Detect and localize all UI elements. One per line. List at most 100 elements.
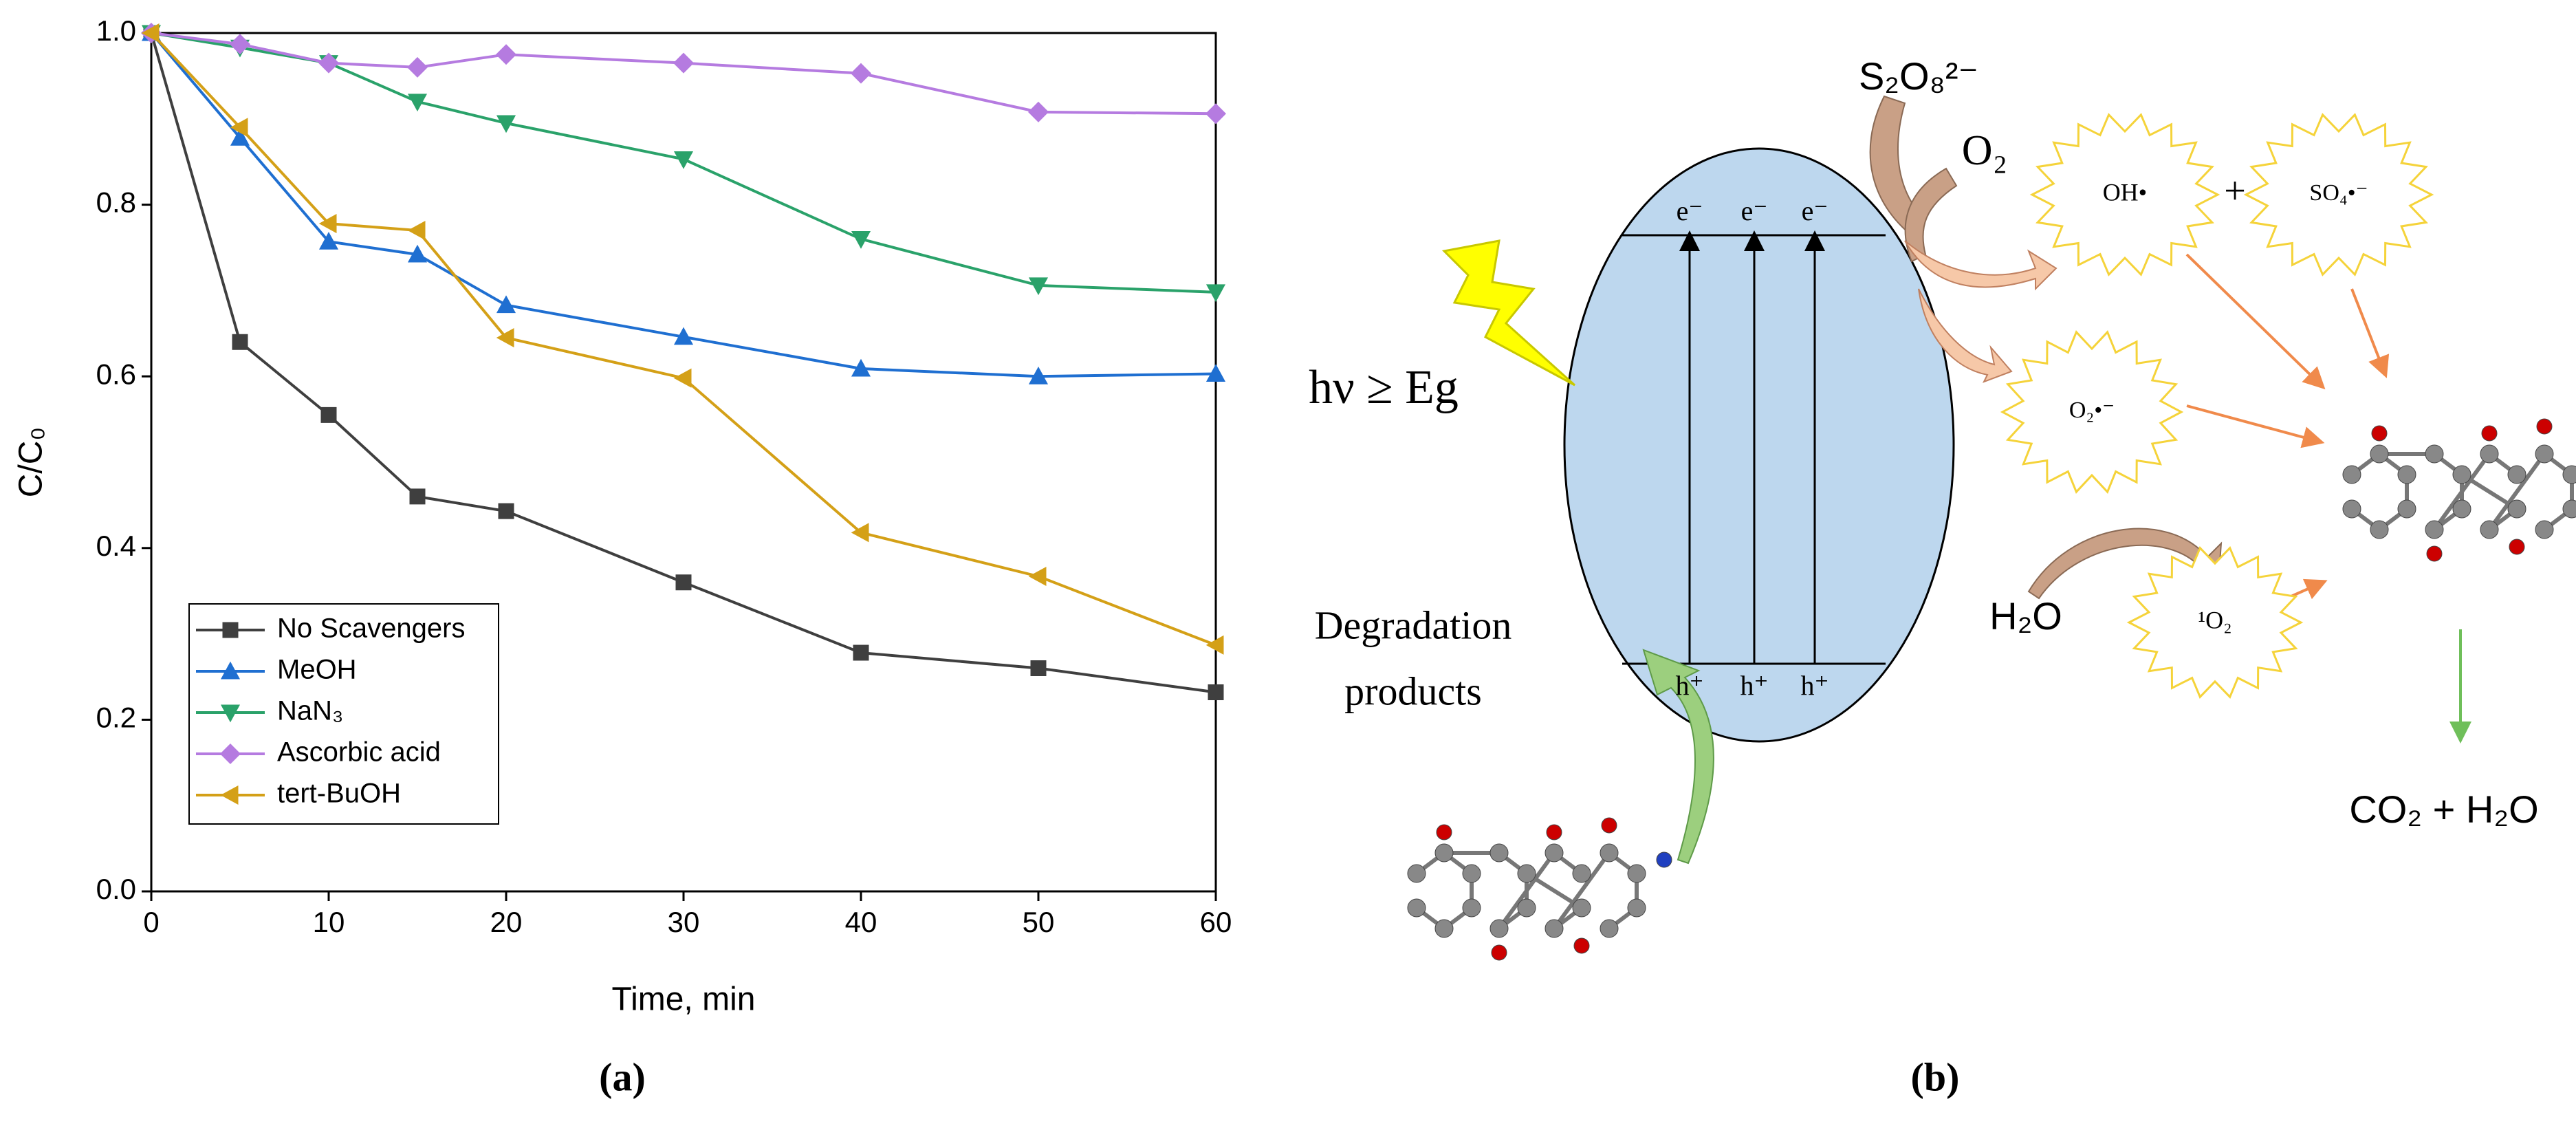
atom — [2342, 465, 2361, 484]
water-label: H₂O — [1989, 594, 2062, 638]
atom — [1489, 919, 1509, 938]
radical-label: ¹O₂ — [2198, 606, 2231, 633]
atom — [2425, 444, 2444, 464]
marker — [407, 244, 428, 263]
burst — [2029, 113, 2220, 276]
marker — [1030, 660, 1047, 677]
atom — [2562, 499, 2576, 519]
atom — [2371, 425, 2388, 442]
electron-transfer-arrow — [1918, 288, 2013, 383]
marker — [673, 368, 692, 388]
marker — [232, 334, 248, 350]
radical-label: SO₄•⁻ — [2309, 180, 2368, 206]
y-tick-label: 1.0 — [96, 14, 136, 47]
atom — [1434, 919, 1454, 938]
marker — [141, 23, 160, 43]
marker — [220, 785, 239, 805]
chart: 0.0 0.2 0.4 0.6 0.8 1.0 0 10 20 30 40 50 60 No Scaven… — [96, 14, 1232, 938]
marker — [850, 63, 872, 84]
marker — [673, 52, 695, 74]
hole-label: h⁺ — [1740, 670, 1768, 701]
marker — [1027, 101, 1049, 122]
hole-label: h⁺ — [1675, 670, 1703, 701]
marker — [675, 574, 692, 591]
oxidant-label: S₂O₈²⁻ — [1859, 54, 1978, 98]
atom — [1436, 824, 1452, 840]
diagram: e⁻ e⁻ e⁻ h⁺ h⁺ h⁺ hν ≥ Eg S₂O₈²⁻ O₂ OH• … — [1309, 54, 2576, 961]
electron-transfer-arrow — [1904, 240, 2057, 291]
marker — [851, 523, 869, 543]
marker — [1205, 364, 1226, 382]
atom — [1517, 898, 1536, 918]
marker — [1208, 684, 1224, 700]
atom — [2480, 444, 2499, 464]
atom — [2507, 465, 2526, 484]
x-axis-label: Time, min — [612, 981, 756, 1018]
legend-label: tert-BuOH — [277, 779, 401, 809]
bond — [1552, 852, 1611, 930]
atom — [2481, 425, 2498, 442]
marker — [851, 231, 871, 249]
atom — [1627, 898, 1646, 918]
burst — [2126, 546, 2304, 699]
x-tick-label: 30 — [668, 906, 700, 938]
y-tick-label: 0.8 — [96, 186, 136, 219]
caption: (a) — [599, 1054, 646, 1099]
marker — [220, 704, 241, 723]
atom — [1489, 843, 1509, 863]
atom — [2535, 520, 2554, 539]
degradation-arrow — [1642, 649, 1714, 865]
y-tick-label: 0.0 — [96, 873, 136, 905]
marker — [1028, 277, 1049, 296]
marker — [222, 622, 239, 638]
marker — [496, 115, 516, 133]
legend-label: MeOH — [277, 655, 357, 685]
x-tick-label: 10 — [313, 906, 345, 938]
marker — [230, 128, 250, 146]
atom — [1462, 864, 1481, 883]
marker — [219, 743, 241, 765]
radical-label: OH• — [2103, 178, 2148, 206]
atom — [1546, 824, 1562, 840]
marker — [1205, 284, 1226, 303]
marker — [673, 151, 694, 169]
marker — [229, 34, 251, 55]
legend-label: No Scavengers — [277, 614, 465, 644]
atom — [2509, 539, 2525, 555]
x-tick-label: 60 — [1200, 906, 1232, 938]
marker — [1028, 366, 1049, 384]
marker — [320, 406, 337, 423]
burst — [2243, 113, 2434, 276]
y-tick-label: 0.6 — [96, 358, 136, 390]
burst — [2000, 330, 2184, 494]
marker — [407, 94, 428, 112]
marker — [318, 232, 339, 250]
atom — [1656, 852, 1672, 868]
degradation-label: Degradation — [1315, 603, 1512, 647]
y-axis-label: C/C₀ — [13, 427, 50, 498]
atom — [2480, 520, 2499, 539]
marker — [318, 52, 340, 74]
atom — [2536, 418, 2553, 435]
marker — [496, 327, 514, 348]
x-tick-label: 0 — [143, 906, 159, 938]
atom — [2370, 444, 2389, 464]
atom — [2426, 545, 2443, 562]
reaction-arrow — [2186, 404, 2325, 448]
marker — [409, 488, 426, 505]
atom — [1573, 937, 1590, 954]
atom — [2342, 499, 2361, 519]
atom — [2507, 499, 2526, 519]
marker — [495, 44, 517, 65]
marker — [318, 214, 337, 234]
x-tick-label: 40 — [845, 906, 877, 938]
oxygen-arrow — [1904, 167, 1958, 263]
atom — [1544, 919, 1564, 938]
reaction-arrow — [2185, 253, 2326, 390]
legend-label: Ascorbic acid — [277, 737, 441, 768]
atom — [2397, 465, 2416, 484]
semiconductor — [1563, 147, 1955, 743]
marker — [1205, 103, 1227, 124]
atom — [1572, 864, 1591, 883]
